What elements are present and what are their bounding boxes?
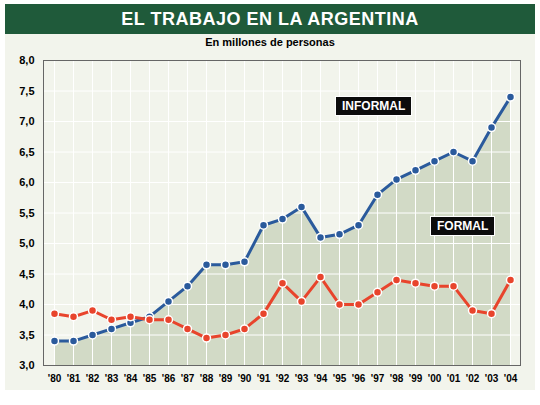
svg-text:3,5: 3,5 [19,329,34,341]
svg-text:8,0: 8,0 [19,54,34,66]
svg-text:4,5: 4,5 [19,268,34,280]
svg-text:'95: '95 [333,373,347,384]
html-text:FORMAL: FORMAL [437,219,489,233]
svg-text:'99: '99 [409,373,423,384]
svg-text:'87: '87 [181,373,195,384]
svg-text:5,5: 5,5 [19,207,34,219]
svg-text:'98: '98 [390,373,404,384]
svg-text:3,0: 3,0 [19,359,34,371]
svg-text:'80: '80 [48,373,62,384]
svg-text:'93: '93 [295,373,309,384]
svg-text:'86: '86 [162,373,176,384]
svg-text:'01: '01 [447,373,461,384]
svg-text:'88: '88 [200,373,214,384]
svg-text:'90: '90 [238,373,252,384]
html-text:EL TRABAJO EN LA ARGENTINA: EL TRABAJO EN LA ARGENTINA [121,9,419,29]
svg-text:'96: '96 [352,373,366,384]
svg-text:6,5: 6,5 [19,146,34,158]
svg-text:7,5: 7,5 [19,85,34,97]
svg-text:4,0: 4,0 [19,298,34,310]
svg-text:'85: '85 [143,373,157,384]
svg-text:'84: '84 [124,373,138,384]
svg-text:5,0: 5,0 [19,237,34,249]
svg-text:6,0: 6,0 [19,176,34,188]
svg-text:'02: '02 [466,373,480,384]
svg-text:'04: '04 [504,373,518,384]
svg-text:'03: '03 [485,373,499,384]
svg-text:'97: '97 [371,373,385,384]
svg-text:7,0: 7,0 [19,115,34,127]
svg-text:'92: '92 [276,373,290,384]
html-text:INFORMAL: INFORMAL [342,99,406,113]
svg-text:'00: '00 [428,373,442,384]
svg-text:'83: '83 [105,373,119,384]
svg-text:'91: '91 [257,373,271,384]
svg-text:'94: '94 [314,373,328,384]
html-text:En millones de personas: En millones de personas [205,36,335,48]
svg-text:'81: '81 [67,373,81,384]
svg-text:'89: '89 [219,373,233,384]
svg-text:'82: '82 [86,373,100,384]
